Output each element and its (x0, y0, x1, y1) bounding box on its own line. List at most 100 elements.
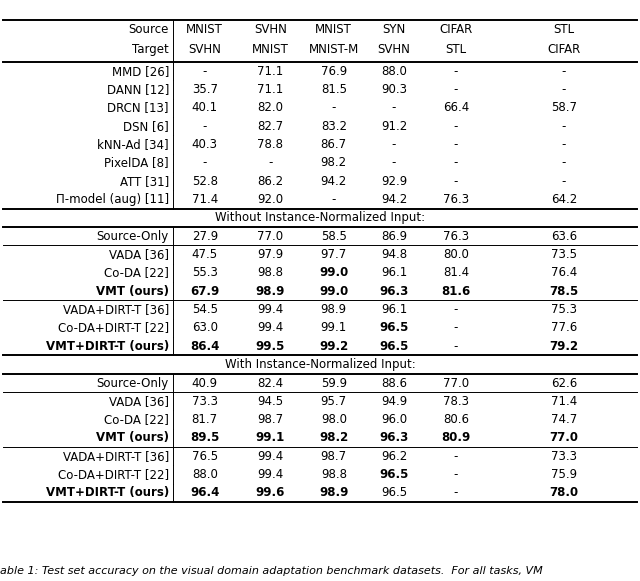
Text: 95.7: 95.7 (321, 395, 347, 408)
Text: 96.2: 96.2 (381, 450, 407, 462)
Text: 73.3: 73.3 (192, 395, 218, 408)
Text: -: - (203, 120, 207, 132)
Text: 47.5: 47.5 (192, 248, 218, 261)
Text: 78.3: 78.3 (443, 395, 469, 408)
Text: 94.9: 94.9 (381, 395, 407, 408)
Text: -: - (562, 156, 566, 169)
Text: 27.9: 27.9 (191, 230, 218, 243)
Text: 86.7: 86.7 (321, 138, 347, 151)
Text: 63.6: 63.6 (551, 230, 577, 243)
Text: 40.3: 40.3 (192, 138, 218, 151)
Text: 63.0: 63.0 (192, 321, 218, 334)
Text: 80.6: 80.6 (443, 413, 469, 426)
Text: 75.9: 75.9 (551, 468, 577, 481)
Text: 76.3: 76.3 (443, 193, 469, 206)
Text: 97.7: 97.7 (321, 248, 347, 261)
Text: able 1: Test set accuracy on the visual domain adaptation benchmark datasets.  F: able 1: Test set accuracy on the visual … (0, 565, 543, 576)
Text: 88.0: 88.0 (192, 468, 218, 481)
Text: -: - (454, 468, 458, 481)
Text: -: - (203, 65, 207, 78)
Text: -: - (454, 65, 458, 78)
Text: VADA+DIRT-T [36]: VADA+DIRT-T [36] (63, 450, 169, 462)
Text: 74.7: 74.7 (550, 413, 577, 426)
Text: MMD [26]: MMD [26] (111, 65, 169, 78)
Text: 94.2: 94.2 (381, 193, 407, 206)
Text: 86.4: 86.4 (190, 340, 220, 353)
Text: With Instance-Normalized Input:: With Instance-Normalized Input: (225, 358, 415, 371)
Text: 66.4: 66.4 (443, 102, 469, 114)
Text: Without Instance-Normalized Input:: Without Instance-Normalized Input: (215, 211, 425, 224)
Text: 96.1: 96.1 (381, 303, 407, 316)
Text: -: - (454, 340, 458, 353)
Text: VADA [36]: VADA [36] (109, 395, 169, 408)
Text: 96.1: 96.1 (381, 267, 407, 279)
Text: 99.1: 99.1 (256, 432, 285, 444)
Text: 71.1: 71.1 (257, 65, 284, 78)
Text: -: - (454, 138, 458, 151)
Text: 96.5: 96.5 (381, 486, 407, 499)
Text: Co-DA [22]: Co-DA [22] (104, 267, 169, 279)
Text: 81.4: 81.4 (443, 267, 469, 279)
Text: PixelDA [8]: PixelDA [8] (104, 156, 169, 169)
Text: 77.0: 77.0 (549, 432, 579, 444)
Text: -: - (392, 156, 396, 169)
Text: 82.4: 82.4 (257, 376, 284, 389)
Text: 86.2: 86.2 (257, 175, 284, 188)
Text: -: - (332, 193, 336, 206)
Text: 82.0: 82.0 (257, 102, 284, 114)
Text: 98.7: 98.7 (321, 450, 347, 462)
Text: 76.5: 76.5 (192, 450, 218, 462)
Text: STL: STL (445, 43, 467, 56)
Text: 82.7: 82.7 (257, 120, 284, 132)
Text: 81.5: 81.5 (321, 83, 347, 96)
Text: 98.0: 98.0 (321, 413, 347, 426)
Text: Source-Only: Source-Only (97, 230, 169, 243)
Text: 98.8: 98.8 (257, 267, 284, 279)
Text: 76.4: 76.4 (550, 267, 577, 279)
Text: 58.5: 58.5 (321, 230, 347, 243)
Text: -: - (392, 138, 396, 151)
Text: Target: Target (132, 43, 169, 56)
Text: 99.1: 99.1 (321, 321, 347, 334)
Text: -: - (562, 120, 566, 132)
Text: 92.9: 92.9 (381, 175, 407, 188)
Text: DRCN [13]: DRCN [13] (108, 102, 169, 114)
Text: VMT+DIRT-T (ours): VMT+DIRT-T (ours) (45, 486, 169, 499)
Text: 62.6: 62.6 (550, 376, 577, 389)
Text: 99.0: 99.0 (319, 285, 348, 297)
Text: 99.4: 99.4 (257, 321, 284, 334)
Text: 98.2: 98.2 (321, 156, 347, 169)
Text: 99.4: 99.4 (257, 303, 284, 316)
Text: 89.5: 89.5 (190, 432, 220, 444)
Text: MNIST-M: MNIST-M (308, 43, 359, 56)
Text: -: - (562, 175, 566, 188)
Text: Source-Only: Source-Only (97, 376, 169, 389)
Text: VADA [36]: VADA [36] (109, 248, 169, 261)
Text: 81.7: 81.7 (192, 413, 218, 426)
Text: CIFAR: CIFAR (440, 23, 472, 36)
Text: -: - (203, 156, 207, 169)
Text: 88.6: 88.6 (381, 376, 407, 389)
Text: 73.5: 73.5 (551, 248, 577, 261)
Text: 80.0: 80.0 (443, 248, 469, 261)
Text: 98.2: 98.2 (319, 432, 348, 444)
Text: 97.9: 97.9 (257, 248, 284, 261)
Text: -: - (562, 65, 566, 78)
Text: -: - (268, 156, 273, 169)
Text: 98.9: 98.9 (319, 486, 348, 499)
Text: 88.0: 88.0 (381, 65, 407, 78)
Text: 96.5: 96.5 (380, 321, 408, 334)
Text: 75.3: 75.3 (551, 303, 577, 316)
Text: MNIST: MNIST (186, 23, 223, 36)
Text: -: - (454, 83, 458, 96)
Text: VMT (ours): VMT (ours) (96, 432, 169, 444)
Text: 80.9: 80.9 (442, 432, 470, 444)
Text: VMT (ours): VMT (ours) (96, 285, 169, 297)
Text: DSN [6]: DSN [6] (124, 120, 169, 132)
Text: 71.4: 71.4 (191, 193, 218, 206)
Text: 94.2: 94.2 (321, 175, 347, 188)
Text: 96.0: 96.0 (381, 413, 407, 426)
Text: 83.2: 83.2 (321, 120, 347, 132)
Text: Co-DA [22]: Co-DA [22] (104, 413, 169, 426)
Text: -: - (454, 321, 458, 334)
